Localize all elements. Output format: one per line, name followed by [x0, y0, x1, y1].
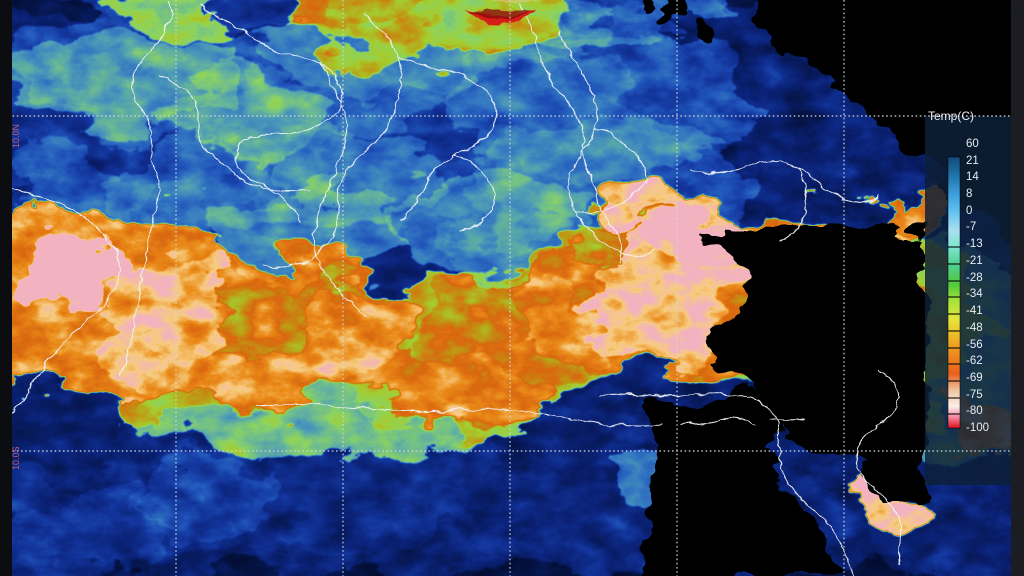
svg-text:-100: -100 [966, 422, 989, 434]
svg-text:-62: -62 [966, 355, 983, 367]
svg-text:-7: -7 [966, 221, 976, 233]
svg-text:10.0N: 10.0N [11, 124, 21, 148]
svg-text:8: 8 [966, 188, 972, 200]
svg-text:-13: -13 [966, 238, 983, 250]
svg-text:-56: -56 [966, 339, 983, 351]
svg-text:-41: -41 [966, 305, 983, 317]
svg-text:21: 21 [966, 155, 979, 167]
svg-text:0: 0 [966, 205, 972, 217]
svg-text:-48: -48 [966, 322, 983, 334]
svg-text:-80: -80 [966, 405, 983, 417]
svg-text:-34: -34 [966, 288, 983, 300]
svg-text:-75: -75 [966, 389, 983, 401]
svg-text:Temp(C): Temp(C) [928, 109, 974, 123]
svg-text:-28: -28 [966, 272, 983, 284]
svg-text:-69: -69 [966, 372, 983, 384]
svg-text:14: 14 [966, 171, 979, 183]
svg-text:60: 60 [966, 138, 979, 150]
svg-text:-21: -21 [966, 255, 983, 267]
svg-text:10.0S: 10.0S [11, 446, 21, 470]
